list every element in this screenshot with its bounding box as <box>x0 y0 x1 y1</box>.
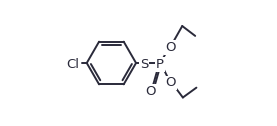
Text: P: P <box>156 58 164 71</box>
Text: S: S <box>140 58 148 71</box>
Text: Cl: Cl <box>66 58 79 71</box>
Text: O: O <box>146 85 156 98</box>
Text: O: O <box>165 41 176 54</box>
Text: O: O <box>165 76 176 89</box>
